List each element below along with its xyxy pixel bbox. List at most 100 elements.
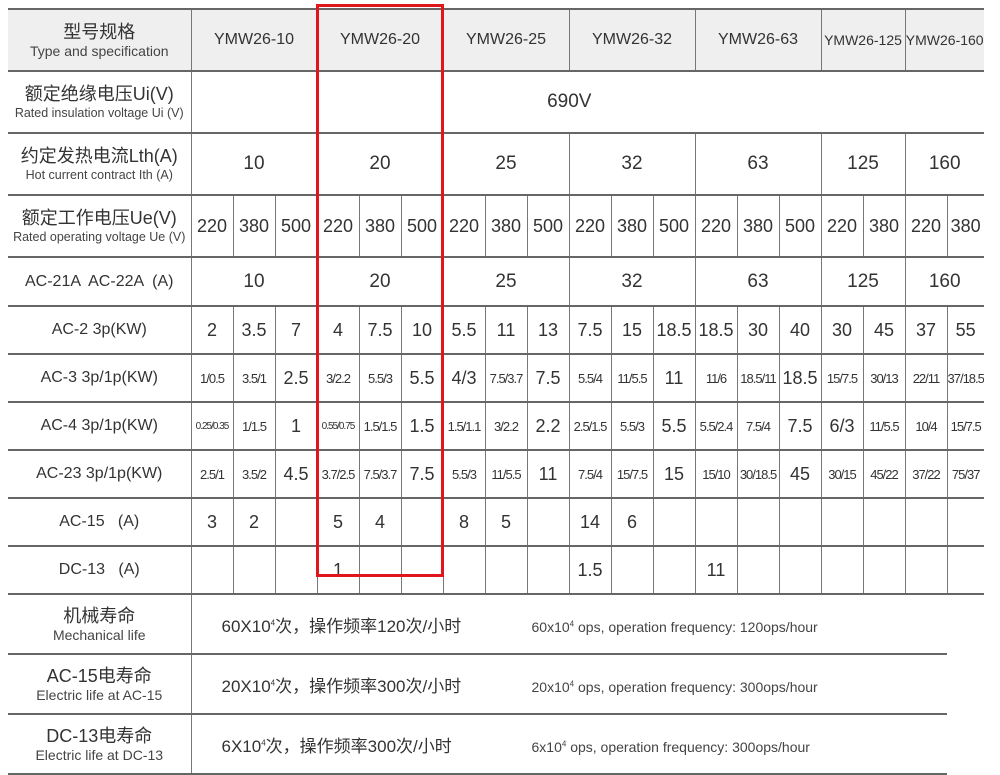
spec-value-cell: 1/1.5 xyxy=(232,401,276,451)
spec-value-cell: 380 xyxy=(358,194,402,258)
spec-value-cell: 45/22 xyxy=(862,449,906,499)
spec-value-cell: 7.5 xyxy=(358,305,402,355)
spec-value-cell: 63 xyxy=(694,132,822,196)
spec-value-cell: 22/11 xyxy=(904,353,947,403)
life-label-en: Mechanical life xyxy=(52,627,146,643)
spec-value-cell: 32 xyxy=(568,132,696,196)
model-header-cell: YMW26-20 xyxy=(316,8,444,72)
row-label-zh: AC-21A AC-22A (A) xyxy=(24,272,174,290)
life-value-en: 6x104 ops, operation frequency: 300ops/h… xyxy=(532,739,810,755)
row-label-zh: 约定发热电流Lth(A) xyxy=(20,146,178,166)
spec-value-cell: 6 xyxy=(610,497,654,547)
life-label-zh: DC-13电寿命 xyxy=(46,726,153,746)
row-label-cell: AC-2 3p(KW) xyxy=(8,305,192,355)
spec-value-cell: 7.5 xyxy=(526,353,570,403)
row-label-cell: 约定发热电流Lth(A) Hot current contract Ith (A) xyxy=(8,132,192,196)
exponent: 4 xyxy=(561,738,567,748)
spec-value-cell: 500 xyxy=(778,194,822,258)
spec-value-cell: 5 xyxy=(484,497,528,547)
spec-value-cell: 11 xyxy=(694,545,738,595)
spec-value-cell: 20 xyxy=(316,132,444,196)
spec-value-cell: 2.5 xyxy=(274,353,318,403)
life-value-cell: 6X104次，操作频率300次/小时 6x104 ops, operation f… xyxy=(190,713,947,775)
spec-value-cell: 1.5/1.1 xyxy=(442,401,486,451)
spec-value-cell: 15/7.5 xyxy=(610,449,654,499)
spec-value-cell xyxy=(820,545,864,595)
spec-value-cell: 11/6 xyxy=(694,353,738,403)
spec-value-cell: 5.5/4 xyxy=(568,353,612,403)
spec-row: AC-21A AC-22A (A) 10 20 25 32 63 125 160 xyxy=(8,256,984,307)
spec-value-cell xyxy=(946,545,984,595)
spec-value-cell: 11/5.5 xyxy=(862,401,906,451)
spec-value-cell: 25 xyxy=(442,256,570,307)
spec-value-cell: 10 xyxy=(190,132,318,196)
spec-value-cell xyxy=(190,545,234,595)
spec-value-cell: 3 xyxy=(190,497,234,547)
spec-value-cell: 37 xyxy=(904,305,947,355)
exponent: 4 xyxy=(270,617,276,627)
spec-value-cell: 3.5 xyxy=(232,305,276,355)
spec-value-cell: 30 xyxy=(736,305,780,355)
life-label-cell: DC-13电寿命 Electric life at DC-13 xyxy=(8,713,192,775)
spec-value-cell: 690V xyxy=(190,70,947,134)
spec-value-cell: 45 xyxy=(778,449,822,499)
life-value-cell: 60X104次，操作频率120次/小时 60x104 ops, operation… xyxy=(190,593,947,655)
spec-value-cell: 18.5/11 xyxy=(736,353,780,403)
spec-value-cell xyxy=(400,497,444,547)
spec-value-cell: 37/22 xyxy=(904,449,947,499)
spec-value-cell: 380 xyxy=(484,194,528,258)
spec-value-cell: 3.5/1 xyxy=(232,353,276,403)
spec-value-cell xyxy=(862,497,906,547)
spec-value-cell xyxy=(904,497,947,547)
value-zh-rest: 次，操作频率300次/小时 xyxy=(265,736,452,756)
spec-value-cell xyxy=(862,545,906,595)
row-label-zh: 额定工作电压Ue(V) xyxy=(21,208,177,228)
spec-value-cell: 5.5 xyxy=(652,401,696,451)
row-label-zh: 额定绝缘电压Ui(V) xyxy=(24,84,174,104)
spec-value-cell: 220 xyxy=(442,194,486,258)
spec-value-cell: 11/5.5 xyxy=(484,449,528,499)
spec-value-cell: 55 xyxy=(946,305,984,355)
model-header-cell: YMW26-32 xyxy=(568,8,696,72)
spec-value-cell: 18.5 xyxy=(778,353,822,403)
row-label-cell: AC-4 3p/1p(KW) xyxy=(8,401,192,451)
row-label-cell: AC-21A AC-22A (A) xyxy=(8,256,192,307)
row-label-zh: DC-13 (A) xyxy=(58,561,140,578)
spec-value-cell: 220 xyxy=(190,194,234,258)
spec-value-cell: 8 xyxy=(442,497,486,547)
spec-value-cell xyxy=(526,545,570,595)
spec-value-cell xyxy=(484,545,528,595)
spec-value-cell: 7.5/4 xyxy=(568,449,612,499)
spec-value-cell: 15/10 xyxy=(694,449,738,499)
spec-value-cell: 1.5 xyxy=(400,401,444,451)
spec-value-cell: 7.5/3.7 xyxy=(484,353,528,403)
row-label-zh: AC-4 3p/1p(KW) xyxy=(40,417,158,434)
row-label-cell: 额定绝缘电压Ui(V) Rated insulation voltage Ui (… xyxy=(8,70,192,134)
life-label-en: Electric life at DC-13 xyxy=(35,747,164,763)
spec-row: 额定绝缘电压Ui(V) Rated insulation voltage Ui (… xyxy=(8,70,984,134)
spec-value-cell: 7.5 xyxy=(400,449,444,499)
spec-value-cell xyxy=(526,497,570,547)
row-label-cell: DC-13 (A) xyxy=(8,545,192,595)
spec-value-cell: 32 xyxy=(568,256,696,307)
spec-value-cell xyxy=(610,545,654,595)
spec-value-cell: 125 xyxy=(820,256,906,307)
spec-value-cell: 15/7.5 xyxy=(820,353,864,403)
spec-value-cell: 220 xyxy=(820,194,864,258)
spec-value-cell: 5.5 xyxy=(442,305,486,355)
spec-value-cell: 1 xyxy=(316,545,360,595)
spec-value-cell: 500 xyxy=(526,194,570,258)
spec-value-cell: 7 xyxy=(274,305,318,355)
spec-value-cell: 220 xyxy=(568,194,612,258)
spec-value-cell: 5.5 xyxy=(400,353,444,403)
life-value-zh: 20X104次，操作频率300次/小时 xyxy=(222,672,532,697)
life-value-cell: 20X104次，操作频率300次/小时 20x104 ops, operation… xyxy=(190,653,947,715)
spec-value-cell: 1/0.5 xyxy=(190,353,234,403)
spec-value-cell: 1.5 xyxy=(568,545,612,595)
spec-value-cell: 14 xyxy=(568,497,612,547)
model-header-cell: YMW26-10 xyxy=(190,8,318,72)
spec-value-cell: 15 xyxy=(610,305,654,355)
spec-value-cell: 25 xyxy=(442,132,570,196)
value-en-base: 60x10 xyxy=(531,618,570,635)
spec-value-cell xyxy=(820,497,864,547)
